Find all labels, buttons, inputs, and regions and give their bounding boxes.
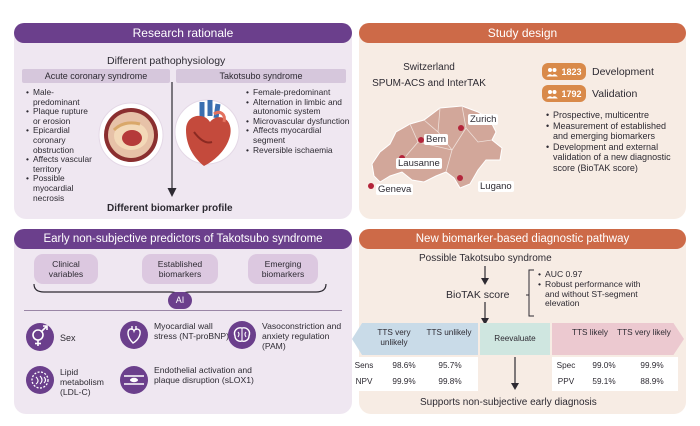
band-likely: TTS likely [572,328,608,337]
score-bracket [526,269,534,317]
left-metrics-box [352,357,478,391]
pathway-arrow-3 [511,357,519,390]
ai-badge: AI [168,292,192,309]
tako-points-list: Female-predominant Alternation in limbic… [246,87,350,156]
tako-point: Reversible ischaemia [246,145,350,156]
category-emerging: Emerging biomarkers [248,254,318,284]
metric-name: PPV [557,377,575,386]
metric-name: Spec [556,361,576,370]
acs-point: Possible myocardial necrosis [26,174,92,203]
acs-label-box [22,69,170,83]
category-clinical: Clinical variables [34,254,98,284]
acs-point: Male-predominant [26,87,92,107]
acs-point: Affects vascular territory [26,154,92,174]
artery-cross-section-icon [98,102,164,168]
right-metrics-box [552,357,678,391]
sex-symbols-icon [26,323,54,351]
tako-point: Affects myocardial segment [246,126,350,145]
city-lugano: Lugano [478,181,514,192]
category-established: Established biomarkers [142,254,218,284]
validation-badge: 1792 [542,85,586,102]
pathway-arrow-2 [481,302,489,325]
design-point: Prospective, multicentre [546,110,680,121]
metric-value: 88.9% [640,377,664,386]
people-icon [546,67,559,76]
tako-point: Female-predominant [246,87,350,98]
predictor-sex: Sex [60,333,76,343]
band-reevaluate-label: Reevaluate [494,334,536,343]
city-zurich: Zurich [468,114,499,125]
pathway-footer: Supports non-subjective early diagnosis [420,397,597,408]
metric-value: 98.6% [392,361,416,370]
band-very-likely: TTS very likely [617,328,671,337]
metric-value: 59.1% [592,377,616,386]
metric-value: 99.0% [592,361,616,370]
score-label: BioTAK score [446,289,510,301]
metric-value: 99.8% [438,377,462,386]
development-label: Development [592,66,654,78]
metric-value: 99.9% [640,361,664,370]
heart-outline-icon [120,321,148,349]
pathway-start: Possible Takotsubo syndrome [419,253,552,264]
predictor-ldl: Lipid metabolism (LDL-C) [60,367,104,397]
validation-count: 1792 [561,88,582,99]
predictors-header: Early non-subjective predictors of Takot… [14,229,352,249]
acs-point: Epicardial coronary obstruction [26,126,92,155]
metric-name: Sens [354,361,374,370]
city-bern: Bern [424,134,449,145]
arrow-down-icon [167,82,177,197]
research-rationale-header: Research rationale [14,23,352,43]
rationale-footer: Different biomarker profile [107,203,233,214]
metric-name: NPV [355,377,373,386]
design-cohorts: SPUM-ACS and InterTAK [372,78,486,89]
vessel-icon [120,366,148,394]
pathway-header: New biomarker-based diagnostic pathway [359,229,686,249]
brain-icon [228,321,256,349]
band-unlikely-group [352,323,478,355]
design-points-list: Prospective, multicentre Measurement of … [546,110,680,173]
predictor-pam: Vasoconstriction and anxiety regulation … [262,321,342,351]
acs-label: Acute coronary syndrome [44,71,148,81]
development-badge: 1823 [542,63,586,80]
score-points-list: AUC 0.97 Robust performance with and wit… [538,269,646,309]
band-unlikely: TTS unlikely [426,328,472,337]
score-point: Robust performance with and without ST-s… [538,279,646,309]
acs-points-list: Male-predominant Plaque rupture or erosi… [26,87,92,203]
lipid-molecule-icon [26,366,54,394]
rationale-subtitle: Different pathophysiology [107,55,226,67]
acs-point: Plaque rupture or erosion [26,106,92,126]
predictor-slox1: Endothelial activation and plaque disrup… [154,365,254,385]
pathway-arrow-1 [481,266,489,285]
band-very-unlikely: TTS very unlikely [377,328,411,347]
city-lausanne: Lausanne [396,158,442,169]
design-point: Development and external validation of a… [546,142,680,174]
ai-rule [24,310,342,311]
design-point: Measurement of established and emerging … [546,121,680,142]
tako-point: Alternation in limbic and autonomic syst… [246,97,350,117]
study-design-header: Study design [359,23,686,43]
band-likely-group [552,323,684,355]
score-point: AUC 0.97 [538,269,646,280]
design-country: Switzerland [403,62,455,73]
band-reevaluate [480,323,550,355]
tako-label: Takotsubo syndrome [219,71,303,81]
metric-value: 95.7% [438,361,462,370]
validation-label: Validation [592,88,638,100]
tako-point: Microvascular dysfunction [246,116,350,127]
development-count: 1823 [561,66,582,77]
people-icon [546,89,559,98]
heart-icon [174,99,240,166]
tako-label-box [176,69,346,83]
metric-value: 99.9% [392,377,416,386]
predictor-ntprobnp: Myocardial wall stress (NT-proBNP) [154,321,229,341]
city-geneva: Geneva [376,184,414,195]
